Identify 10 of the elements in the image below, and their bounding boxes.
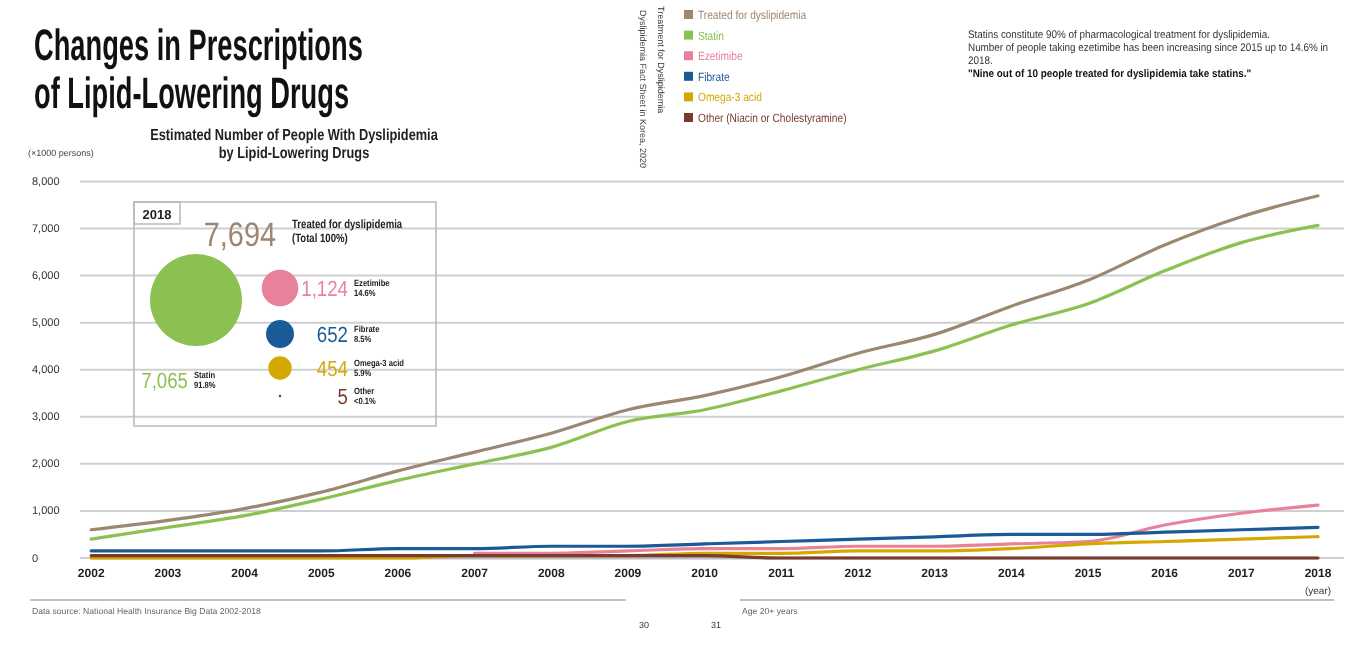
data-label: 454 <box>316 358 349 383</box>
data-label: 1,124 <box>301 278 349 303</box>
data-label: 5 <box>337 386 349 411</box>
line-series <box>472 503 1320 555</box>
line-series <box>89 525 1320 553</box>
chart-title: Changes in Prescriptions of Lipid-Lowering Drugs <box>34 19 363 118</box>
chart-subtitle: Estimated Number of People With Dyslipidemia by Lipid-Lowering Drugs <box>150 124 440 163</box>
data-label: 652 <box>316 324 349 349</box>
annotation: 7,694 <box>203 217 277 255</box>
data-label: 7,065 <box>141 370 189 395</box>
